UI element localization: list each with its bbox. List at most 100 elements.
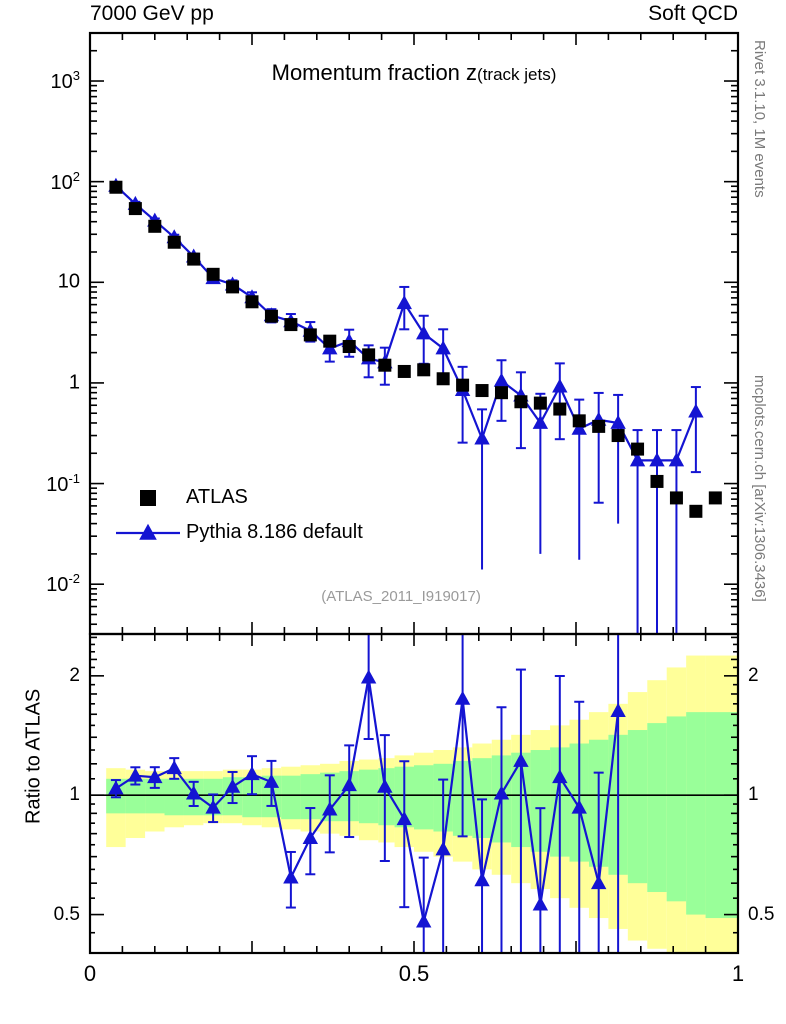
data-marker-triangle	[416, 325, 432, 340]
data-marker-triangle	[513, 752, 529, 767]
band-segment	[358, 769, 379, 824]
data-marker-triangle	[360, 669, 377, 684]
data-marker-square	[284, 318, 298, 332]
data-marker-square	[226, 280, 240, 294]
data-marker-triangle	[185, 785, 202, 800]
data-marker-triangle	[435, 841, 451, 856]
data-marker-square	[245, 295, 259, 309]
data-marker-triangle	[493, 372, 510, 387]
data-marker-square	[378, 358, 392, 372]
data-marker-triangle	[205, 799, 221, 814]
data-marker-square	[109, 180, 123, 194]
rivet-version-label: Rivet 3.1.10, 1M events	[751, 40, 768, 198]
header-right-label: Soft QCD	[648, 2, 738, 25]
data-marker-triangle	[668, 452, 685, 467]
data-marker-square	[514, 395, 528, 409]
legend-label-pythia: Pythia 8.186 default	[186, 521, 363, 543]
data-marker-triangle	[108, 780, 124, 795]
band-segment	[647, 723, 667, 893]
data-marker-triangle	[629, 452, 646, 467]
data-marker-triangle	[474, 872, 490, 887]
data-marker-triangle	[474, 430, 490, 445]
series-atlas-main	[109, 180, 722, 518]
band-segment	[164, 778, 184, 816]
band-segment	[627, 730, 648, 884]
data-marker-triangle	[341, 777, 357, 792]
y-axis-tick-label-1: 102	[50, 168, 80, 194]
data-marker-triangle	[454, 690, 471, 705]
data-marker-square	[611, 429, 625, 443]
data-marker-triangle	[532, 414, 549, 429]
band-segment	[530, 750, 551, 852]
data-marker-square	[140, 490, 156, 506]
data-marker-triangle	[552, 769, 568, 784]
pythia-line	[115, 184, 697, 462]
data-marker-square	[417, 363, 431, 377]
ratio-axis-title: Ratio to ATLAS	[22, 688, 45, 824]
data-marker-triangle	[224, 778, 241, 793]
y-axis-tick-label-3: 1	[68, 371, 80, 394]
data-marker-triangle	[552, 378, 568, 393]
data-marker-square	[436, 372, 450, 386]
data-marker-triangle	[435, 340, 451, 355]
data-marker-square	[475, 384, 489, 398]
legend-label-atlas: ATLAS	[186, 486, 248, 508]
header-left-label: 7000 GeV pp	[90, 2, 214, 25]
data-marker-square	[553, 402, 567, 416]
band-segment	[378, 768, 395, 826]
data-marker-triangle	[377, 778, 393, 793]
ratio-y-tick-label-left-1: 1	[69, 784, 80, 806]
data-marker-triangle	[493, 785, 510, 800]
data-marker-square	[362, 348, 376, 362]
data-marker-square	[631, 442, 645, 456]
y-axis-tick-label-5: 10-2	[46, 571, 80, 597]
data-marker-triangle	[688, 403, 704, 418]
data-marker-square	[494, 386, 508, 400]
data-marker-triangle	[416, 913, 432, 928]
x-axis-tick-label-0: 0	[83, 961, 97, 986]
data-marker-square	[650, 474, 664, 488]
data-marker-triangle	[322, 801, 338, 816]
page-title: Momentum fraction z(track jets)	[90, 60, 738, 86]
data-marker-triangle	[147, 769, 163, 784]
y-axis-tick-label-0: 103	[50, 68, 80, 93]
data-marker-triangle	[263, 773, 280, 788]
legend	[116, 490, 180, 540]
band-segment	[686, 712, 706, 915]
series-pythia-ratio	[108, 634, 626, 953]
plot-title-sub: (track jets)	[477, 65, 557, 84]
data-marker-square	[533, 396, 547, 410]
data-marker-triangle	[244, 766, 260, 781]
data-marker-square	[128, 202, 142, 216]
x-axis-tick-label-2: 1	[731, 961, 745, 986]
data-marker-triangle	[396, 295, 412, 310]
ratio-y-tick-label-left-0: 2	[69, 664, 80, 686]
data-marker-square	[708, 491, 722, 505]
data-marker-triangle	[166, 760, 182, 775]
data-marker-triangle	[283, 869, 299, 884]
band-segment	[472, 758, 492, 838]
mcplots-source-label: mcplots.cern.ch [arXiv:1306.3436]	[751, 375, 768, 602]
ratio-y-tick-label-right-0: 2	[748, 664, 759, 686]
ratio-y-tick-label-right-1: 1	[748, 784, 759, 806]
data-marker-square	[592, 419, 606, 433]
dataset-watermark: (ATLAS_2011_I919017)	[321, 588, 481, 605]
data-marker-triangle	[139, 523, 157, 540]
data-marker-triangle	[571, 799, 587, 814]
band-segment	[666, 716, 687, 902]
band-segment	[414, 765, 434, 830]
data-marker-square	[456, 378, 470, 392]
ratio-y-tick-label-left-2: 0.5	[53, 903, 80, 925]
data-marker-square	[303, 328, 317, 342]
data-marker-triangle	[649, 452, 665, 467]
data-marker-triangle	[396, 811, 412, 826]
data-marker-triangle	[532, 896, 549, 911]
plot-title-main: Momentum fraction z	[271, 60, 478, 85]
data-marker-square	[342, 340, 356, 354]
data-marker-square	[323, 334, 337, 348]
data-marker-triangle	[610, 703, 626, 718]
x-axis-tick-label-1: 0.5	[398, 961, 430, 986]
data-marker-square	[187, 252, 201, 266]
